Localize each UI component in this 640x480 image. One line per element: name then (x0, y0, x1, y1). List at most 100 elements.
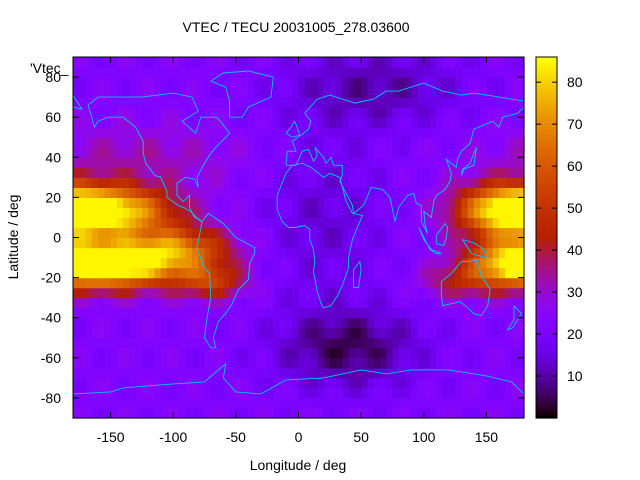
heatmap-cell (229, 317, 237, 329)
heatmap-cell (311, 77, 318, 88)
heatmap-cell (73, 277, 80, 289)
heatmap-cell (192, 97, 199, 108)
heatmap-cell (141, 87, 149, 98)
heatmap-cell (361, 217, 368, 229)
heatmap-cell (217, 247, 224, 259)
heatmap-cell (505, 287, 513, 299)
heatmap-cell (254, 77, 262, 88)
heatmap-cell (492, 57, 500, 68)
heatmap-cell (336, 67, 343, 78)
coastline (353, 260, 362, 289)
heatmap-cell (285, 127, 293, 138)
heatmap-cell (392, 187, 400, 198)
heatmap-cell (317, 227, 325, 239)
heatmap-cell (329, 377, 337, 389)
colorbar-step (536, 126, 557, 130)
heatmap-cell (98, 407, 105, 419)
heatmap-cell (160, 407, 168, 419)
heatmap-cell (423, 287, 431, 299)
heatmap-cell (242, 367, 249, 379)
heatmap-cell (235, 107, 243, 118)
heatmap-cell (317, 77, 325, 88)
heatmap-cell (148, 187, 156, 198)
heatmap-cell (160, 117, 168, 128)
heatmap-cell (141, 197, 149, 209)
heatmap-cell (492, 147, 500, 158)
heatmap-cell (336, 277, 343, 289)
heatmap-cell (235, 247, 243, 259)
heatmap-cell (204, 167, 212, 178)
heatmap-cell (204, 327, 212, 339)
heatmap-cell (304, 127, 312, 138)
heatmap-cell (223, 247, 231, 259)
heatmap-cell (304, 227, 312, 239)
heatmap-cell (242, 377, 249, 389)
heatmap-cell (91, 307, 99, 319)
heatmap-cell (398, 167, 406, 178)
heatmap-cell (242, 157, 249, 168)
colorbar-step (536, 165, 557, 169)
heatmap-cell (455, 87, 462, 98)
heatmap-cell (448, 337, 456, 349)
heatmap-cell (373, 197, 381, 209)
heatmap-cell (267, 107, 275, 118)
heatmap-cell (367, 187, 375, 198)
heatmap-cell (217, 167, 224, 178)
heatmap-cell (248, 87, 256, 98)
heatmap-cell (379, 327, 387, 339)
heatmap-cell (135, 297, 143, 309)
heatmap-cell (248, 57, 256, 68)
heatmap-cell (423, 387, 431, 399)
heatmap-cell (411, 217, 419, 229)
heatmap-cell (492, 357, 500, 369)
heatmap-cell (148, 377, 156, 389)
heatmap-cell (279, 137, 287, 148)
heatmap-cell (217, 147, 224, 158)
colorbar-step (536, 405, 557, 410)
heatmap-cell (98, 77, 105, 88)
heatmap-cell (467, 217, 475, 229)
heatmap-cell (329, 407, 337, 419)
heatmap-cell (298, 407, 306, 419)
heatmap-cell (386, 57, 394, 68)
heatmap-cell (486, 147, 494, 158)
heatmap-cell (323, 237, 331, 249)
heatmap-cell (398, 257, 406, 269)
heatmap-cell (398, 157, 406, 168)
heatmap-cell (379, 347, 387, 359)
heatmap-cell (79, 127, 87, 138)
heatmap-cell (73, 87, 80, 98)
heatmap-cell (430, 267, 437, 279)
colorbar-step (536, 399, 557, 404)
heatmap-cell (511, 357, 519, 369)
heatmap-cell (166, 327, 174, 339)
heatmap-cell (166, 77, 174, 88)
heatmap-cell (354, 117, 362, 128)
heatmap-cell (361, 387, 368, 399)
heatmap-cell (198, 317, 206, 329)
heatmap-cell (298, 277, 306, 289)
chart-title: VTEC / TECU 20031005_278.03600 (182, 19, 409, 35)
heatmap-cell (248, 107, 256, 118)
heatmap-cell (91, 257, 99, 269)
heatmap-cell (173, 277, 181, 289)
heatmap-cell (248, 307, 256, 319)
heatmap-cell (511, 397, 519, 409)
heatmap-cell (235, 307, 243, 319)
heatmap-cell (79, 67, 87, 78)
heatmap-cell (110, 117, 118, 128)
heatmap-cell (292, 107, 300, 118)
heatmap-cell (104, 107, 112, 118)
heatmap-cell (223, 337, 231, 349)
heatmap-cell (273, 357, 281, 369)
heatmap-cell (179, 247, 187, 259)
heatmap-cell (160, 387, 168, 399)
heatmap-cell (267, 327, 275, 339)
heatmap-cell (154, 237, 162, 249)
heatmap-cell (260, 297, 268, 309)
heatmap-cell (323, 387, 331, 399)
heatmap-cell (292, 77, 300, 88)
heatmap-cell (98, 257, 105, 269)
heatmap-cell (404, 257, 412, 269)
heatmap-cell (442, 227, 450, 239)
